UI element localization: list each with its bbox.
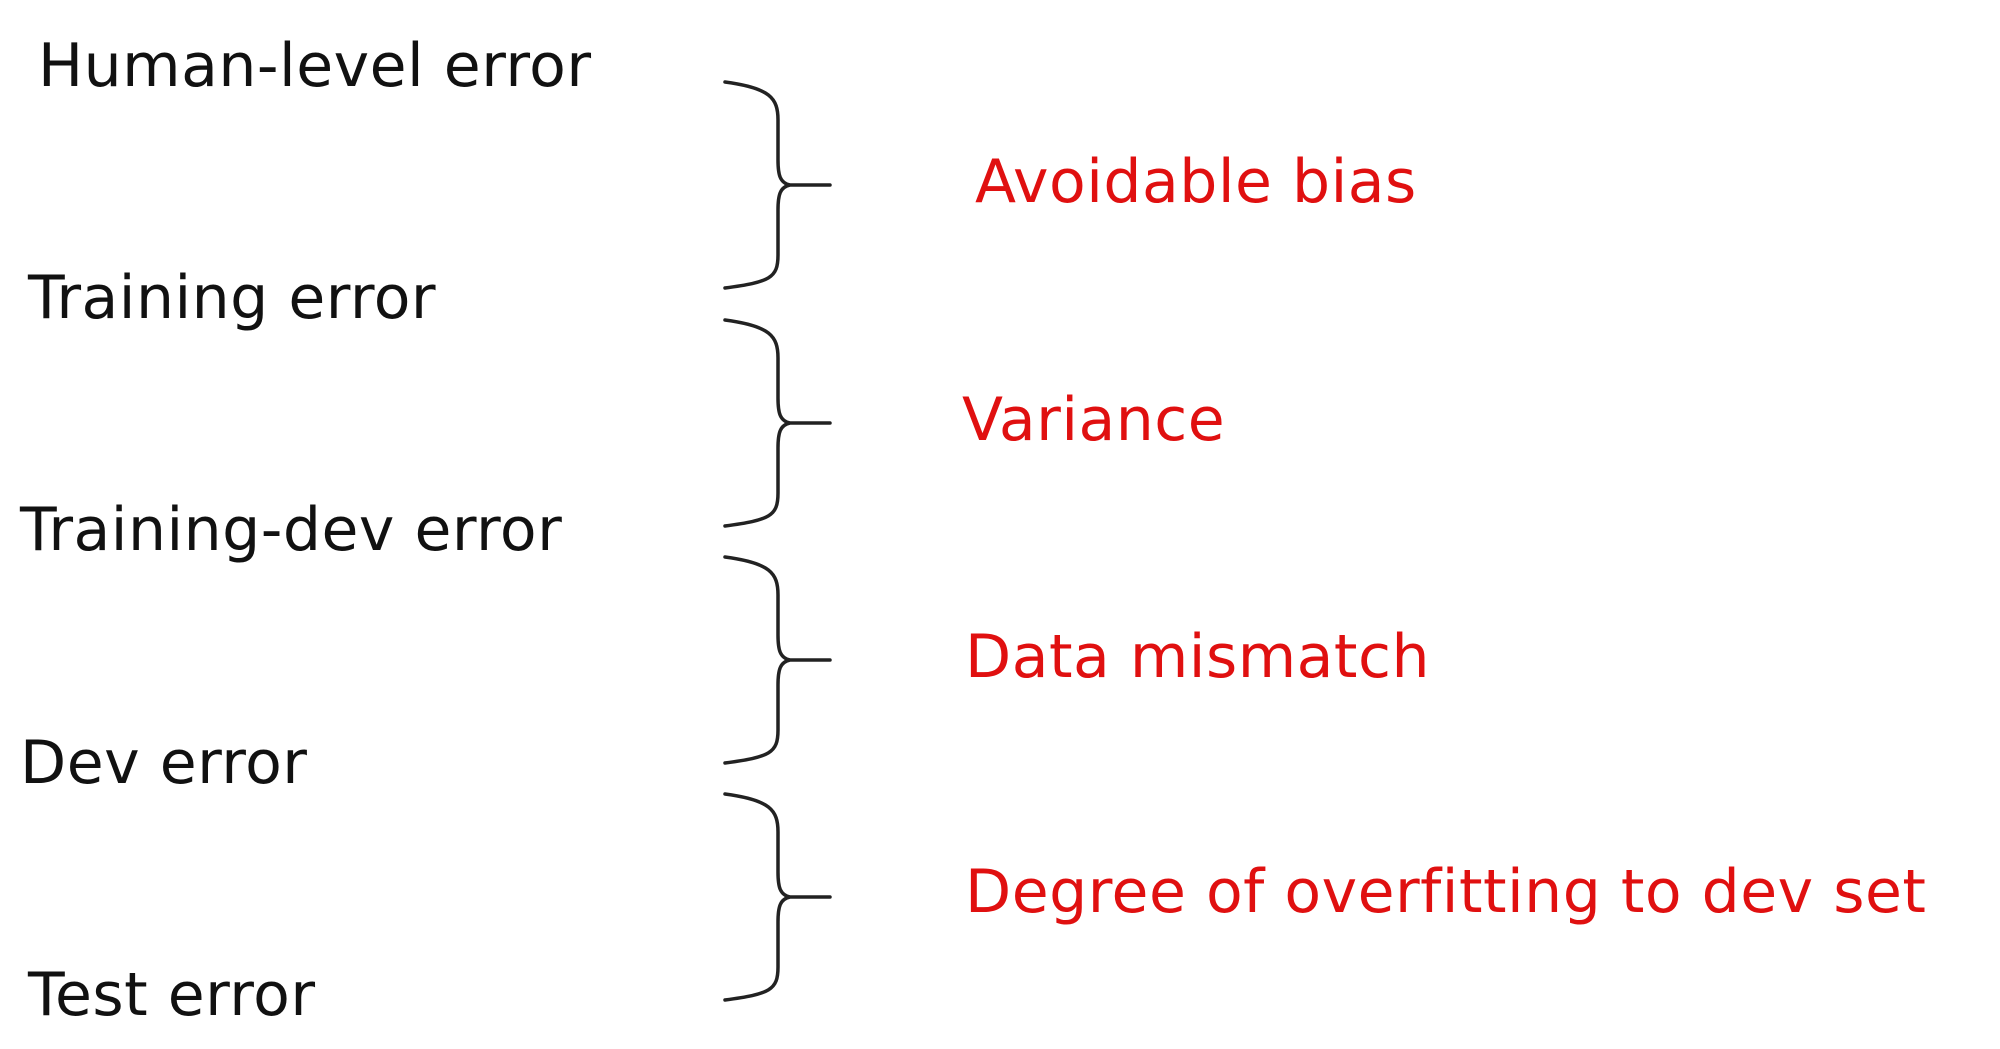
bracket-variance: [723, 318, 832, 528]
level-human-level-error: Human-level error: [38, 31, 592, 101]
gap-data-mismatch: Data mismatch: [965, 622, 1430, 692]
gap-avoidable-bias: Avoidable bias: [975, 147, 1417, 217]
level-training-dev-error: Training-dev error: [20, 495, 563, 565]
bracket-data-mismatch: [723, 555, 832, 765]
gap-overfitting-dev-set: Degree of overfitting to dev set: [965, 857, 1927, 927]
level-dev-error: Dev error: [20, 728, 308, 798]
level-test-error: Test error: [28, 960, 316, 1030]
level-training-error: Training error: [28, 263, 437, 333]
bracket-avoidable-bias: [723, 80, 832, 290]
bracket-overfitting-dev: [723, 792, 832, 1002]
gap-variance: Variance: [962, 385, 1226, 455]
